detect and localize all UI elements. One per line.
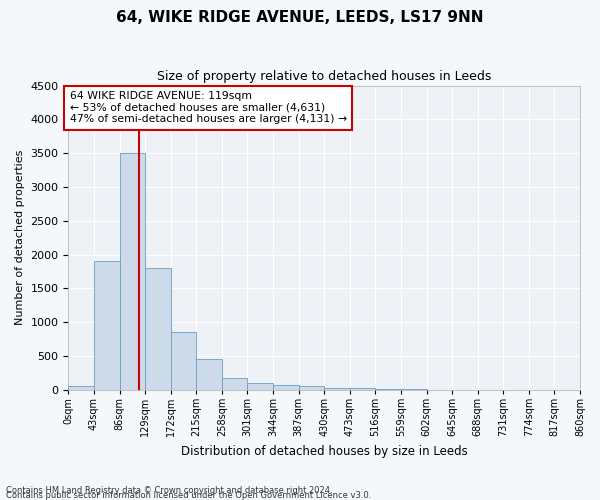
Bar [350,388,376,390]
Bar [94,262,119,390]
Bar [299,386,324,390]
Text: Contains HM Land Registry data © Crown copyright and database right 2024.: Contains HM Land Registry data © Crown c… [6,486,332,495]
Bar [247,383,273,390]
Y-axis label: Number of detached properties: Number of detached properties [15,150,25,326]
Bar [273,385,299,390]
Bar [196,360,222,390]
Bar [68,386,94,390]
Bar [119,153,145,390]
Title: Size of property relative to detached houses in Leeds: Size of property relative to detached ho… [157,70,491,83]
Bar [376,389,401,390]
Text: 64, WIKE RIDGE AVENUE, LEEDS, LS17 9NN: 64, WIKE RIDGE AVENUE, LEEDS, LS17 9NN [116,10,484,25]
Bar [324,388,350,390]
Text: 64 WIKE RIDGE AVENUE: 119sqm
← 53% of detached houses are smaller (4,631)
47% of: 64 WIKE RIDGE AVENUE: 119sqm ← 53% of de… [70,91,347,124]
X-axis label: Distribution of detached houses by size in Leeds: Distribution of detached houses by size … [181,444,467,458]
Bar [171,332,196,390]
Text: Contains public sector information licensed under the Open Government Licence v3: Contains public sector information licen… [6,490,371,500]
Bar [145,268,171,390]
Bar [222,378,247,390]
